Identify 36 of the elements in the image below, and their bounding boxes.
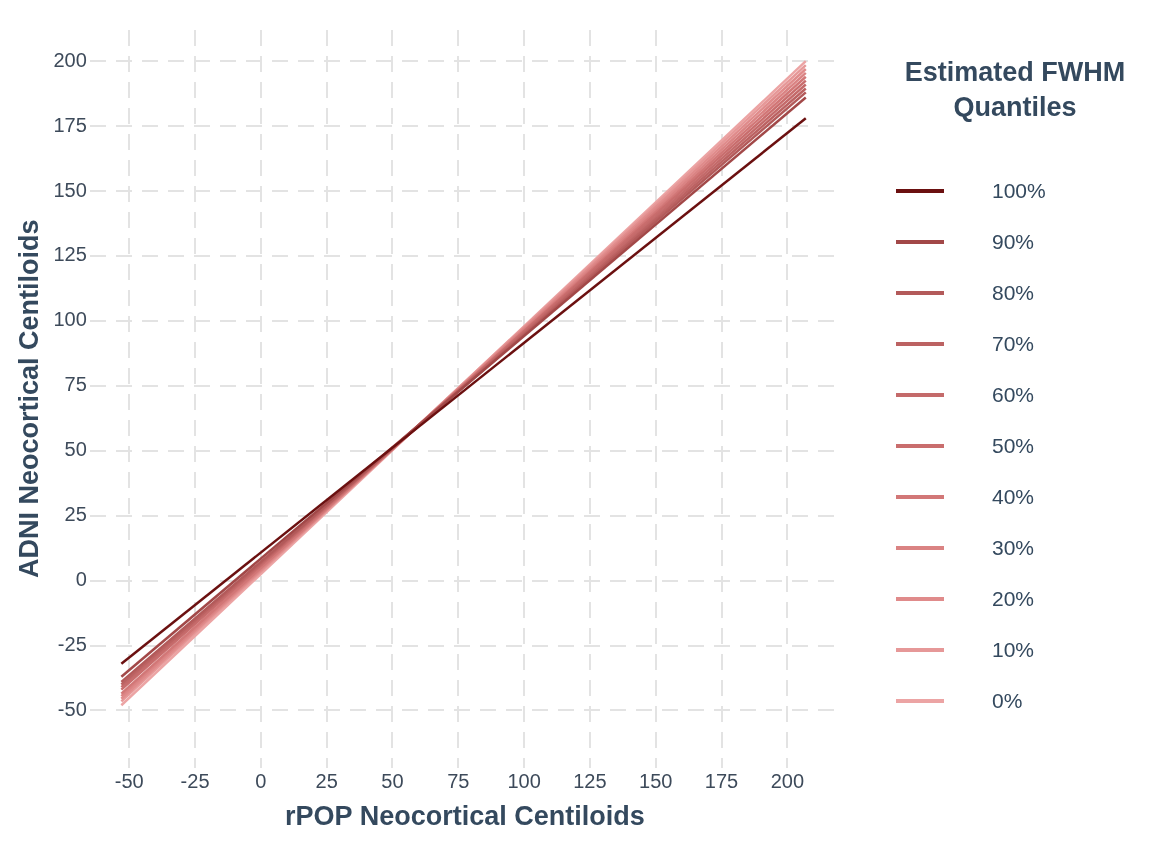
legend-label: 60% bbox=[992, 382, 1035, 407]
x-tick-label: 0 bbox=[255, 770, 267, 793]
y-tick-label: 200 bbox=[53, 48, 87, 71]
x-tick-label: -50 bbox=[114, 770, 144, 793]
legend-label: 100% bbox=[992, 178, 1046, 203]
legend-label: 0% bbox=[992, 688, 1023, 713]
x-tick-label: -25 bbox=[180, 770, 210, 793]
legend-label: 80% bbox=[992, 280, 1035, 305]
legend-label: 70% bbox=[992, 331, 1035, 356]
y-tick-label: 150 bbox=[53, 178, 87, 201]
legend-label: 90% bbox=[992, 229, 1035, 254]
x-tick-label: 200 bbox=[770, 770, 805, 793]
y-axis-title: ADNI Neocortical Centiloids bbox=[13, 219, 44, 579]
y-tick-label: 50 bbox=[64, 438, 87, 461]
y-tick-label: 175 bbox=[53, 113, 87, 136]
legend-label: 20% bbox=[992, 586, 1035, 611]
legend-label: 30% bbox=[992, 535, 1035, 560]
legend-label: 50% bbox=[992, 433, 1035, 458]
legend-label: 10% bbox=[992, 637, 1035, 662]
x-tick-label: 175 bbox=[704, 770, 739, 793]
y-tick-label: 25 bbox=[64, 503, 87, 526]
x-axis-title: rPOP Neocortical Centiloids bbox=[285, 801, 645, 832]
x-tick-label: 75 bbox=[447, 770, 470, 793]
x-tick-label: 100 bbox=[507, 770, 541, 793]
y-tick-label: 75 bbox=[64, 373, 87, 396]
legend-label: 40% bbox=[992, 484, 1035, 509]
y-tick-label: 125 bbox=[53, 243, 87, 266]
y-tick-label: 100 bbox=[53, 308, 87, 331]
x-tick-label: 150 bbox=[639, 770, 673, 793]
y-tick-label: -25 bbox=[57, 633, 87, 656]
y-tick-label: -50 bbox=[57, 697, 87, 720]
x-tick-label: 125 bbox=[573, 770, 607, 793]
y-tick-label: 0 bbox=[75, 568, 87, 591]
x-tick-label: 50 bbox=[381, 770, 404, 793]
legend-title: Estimated FWHM Quantiles bbox=[903, 56, 1127, 124]
x-tick-label: 25 bbox=[315, 770, 338, 793]
